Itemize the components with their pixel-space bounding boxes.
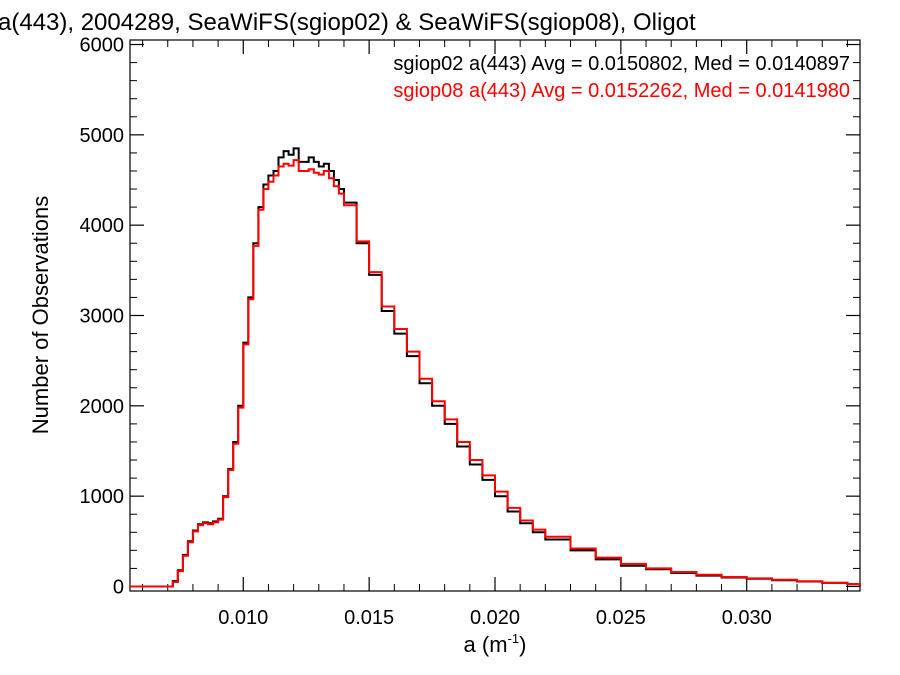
axis-ticks [130, 40, 860, 591]
x-tick-label: 0.010 [218, 607, 268, 629]
y-tick-label: 4000 [80, 215, 125, 237]
y-tick-label: 5000 [80, 125, 125, 147]
x-axis-label-text: a (m [464, 632, 508, 657]
series-layer [130, 147, 861, 588]
x-tick-label: 0.025 [596, 607, 646, 629]
plot-frame [129, 39, 861, 592]
x-axis-label: a (m-1) [464, 631, 527, 657]
y-tick-label: 2000 [80, 396, 125, 418]
x-axis-label-close: ) [519, 632, 526, 657]
x-axis-label-superscript: -1 [508, 631, 520, 646]
tick-labels: 0.010 0.015 0.020 0.025 0.030 0 1000 2000 3000 40… [80, 35, 772, 629]
legend-entry-sgiop08: sgiop08 a(443) Avg = 0.0152262, Med = 0.… [393, 80, 850, 102]
y-tick-label: 0 [113, 576, 124, 598]
x-tick-label: 0.030 [722, 607, 772, 629]
x-tick-label: 0.015 [344, 607, 394, 629]
legend-entry-sgiop02: sgiop02 a(443) Avg = 0.0150802, Med = 0.… [393, 53, 850, 75]
y-axis-label: Number of Observations [28, 196, 53, 434]
series-sgiop02-line [130, 147, 861, 588]
series-sgiop08-line [130, 159, 861, 588]
x-tick-label: 0.020 [470, 607, 520, 629]
y-tick-label: 3000 [80, 306, 125, 328]
y-tick-label: 1000 [80, 486, 125, 508]
chart-title: a(443), 2004289, SeaWiFS(sgiop02) & SeaW… [0, 9, 696, 36]
y-tick-label: 6000 [80, 35, 125, 57]
